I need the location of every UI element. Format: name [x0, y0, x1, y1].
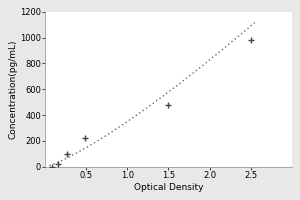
X-axis label: Optical Density: Optical Density [134, 183, 203, 192]
Y-axis label: Concentration(pg/mL): Concentration(pg/mL) [8, 40, 17, 139]
